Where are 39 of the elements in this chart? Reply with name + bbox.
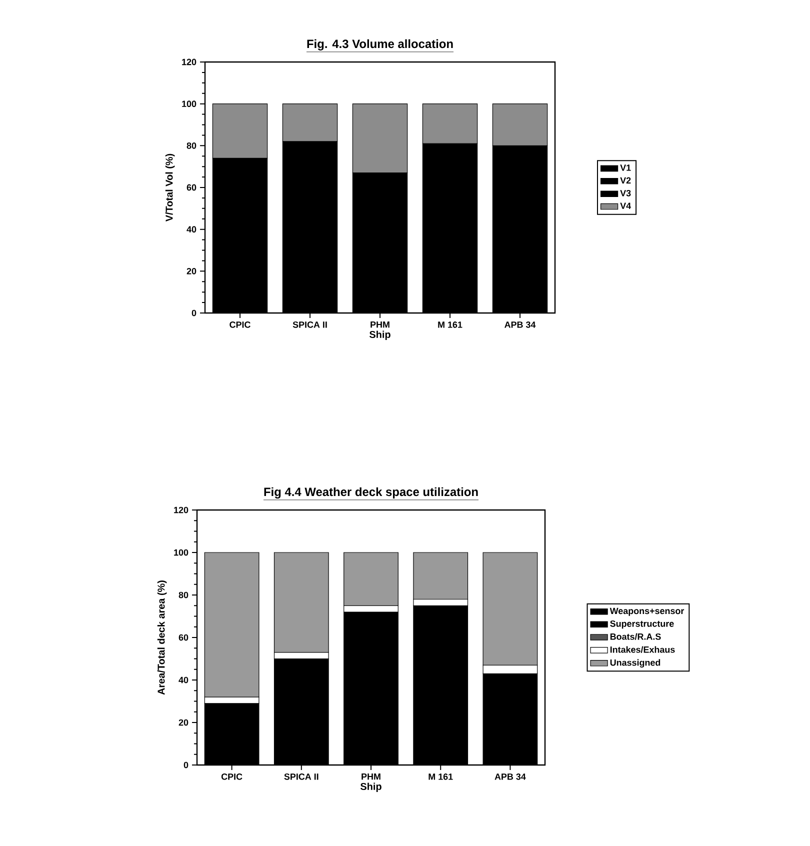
y-tick-label: 0	[184, 762, 188, 768]
x-axis-title: Ship	[360, 782, 382, 792]
x-tick-label: M 161	[438, 321, 462, 328]
y-axis-title: Area/Total deck area (%)	[157, 580, 167, 695]
legend-label: Intakes/Exhaus	[610, 646, 675, 653]
legend-label: V1	[620, 164, 631, 171]
legend-label: V3	[620, 190, 631, 196]
y-tick-label: 20	[178, 719, 188, 726]
y-tick-label: 40	[178, 676, 188, 684]
y-tick-label: 80	[186, 142, 196, 149]
x-tick-label: PHM	[370, 321, 390, 328]
chart-title: Fig 4.4 Weather deck space utilization	[264, 487, 478, 499]
y-tick-label: 0	[192, 310, 196, 316]
x-tick-label: SPICA II	[284, 773, 318, 780]
y-tick-label: 60	[178, 634, 188, 641]
x-tick-label: CPIC	[230, 321, 250, 328]
legend-label: V4	[620, 202, 632, 209]
legend-label: Weapons+sensor	[610, 608, 684, 616]
x-tick-label: SPICA II	[292, 321, 327, 328]
x-tick-label: CPIC	[221, 773, 242, 780]
y-tick-label: 100	[182, 100, 196, 108]
x-tick-label: APB 34	[504, 321, 536, 328]
legend-label: Superstructure	[610, 620, 674, 629]
y-tick-label: 80	[178, 592, 188, 598]
legend-label: Boats/R.A.S	[610, 633, 661, 640]
y-tick-label: 100	[174, 549, 188, 556]
y-tick-label: 60	[186, 184, 196, 191]
x-tick-label: PHM	[362, 774, 380, 780]
legend-label: V2	[620, 177, 631, 184]
y-tick-label: 20	[186, 268, 196, 274]
x-tick-label: APB 34	[494, 773, 526, 780]
x-axis-title: Ship	[369, 330, 390, 340]
y-axis-title: V/Total Vol (%)	[165, 154, 175, 222]
chart-title: Fig. 4.3 Volume allocation	[307, 39, 453, 50]
x-tick-label: M 161	[428, 773, 453, 780]
y-tick-label: 40	[186, 226, 196, 233]
y-tick-label: 120	[182, 58, 196, 66]
y-tick-label: 120	[174, 506, 188, 514]
legend-label: Unassigned	[610, 659, 660, 668]
